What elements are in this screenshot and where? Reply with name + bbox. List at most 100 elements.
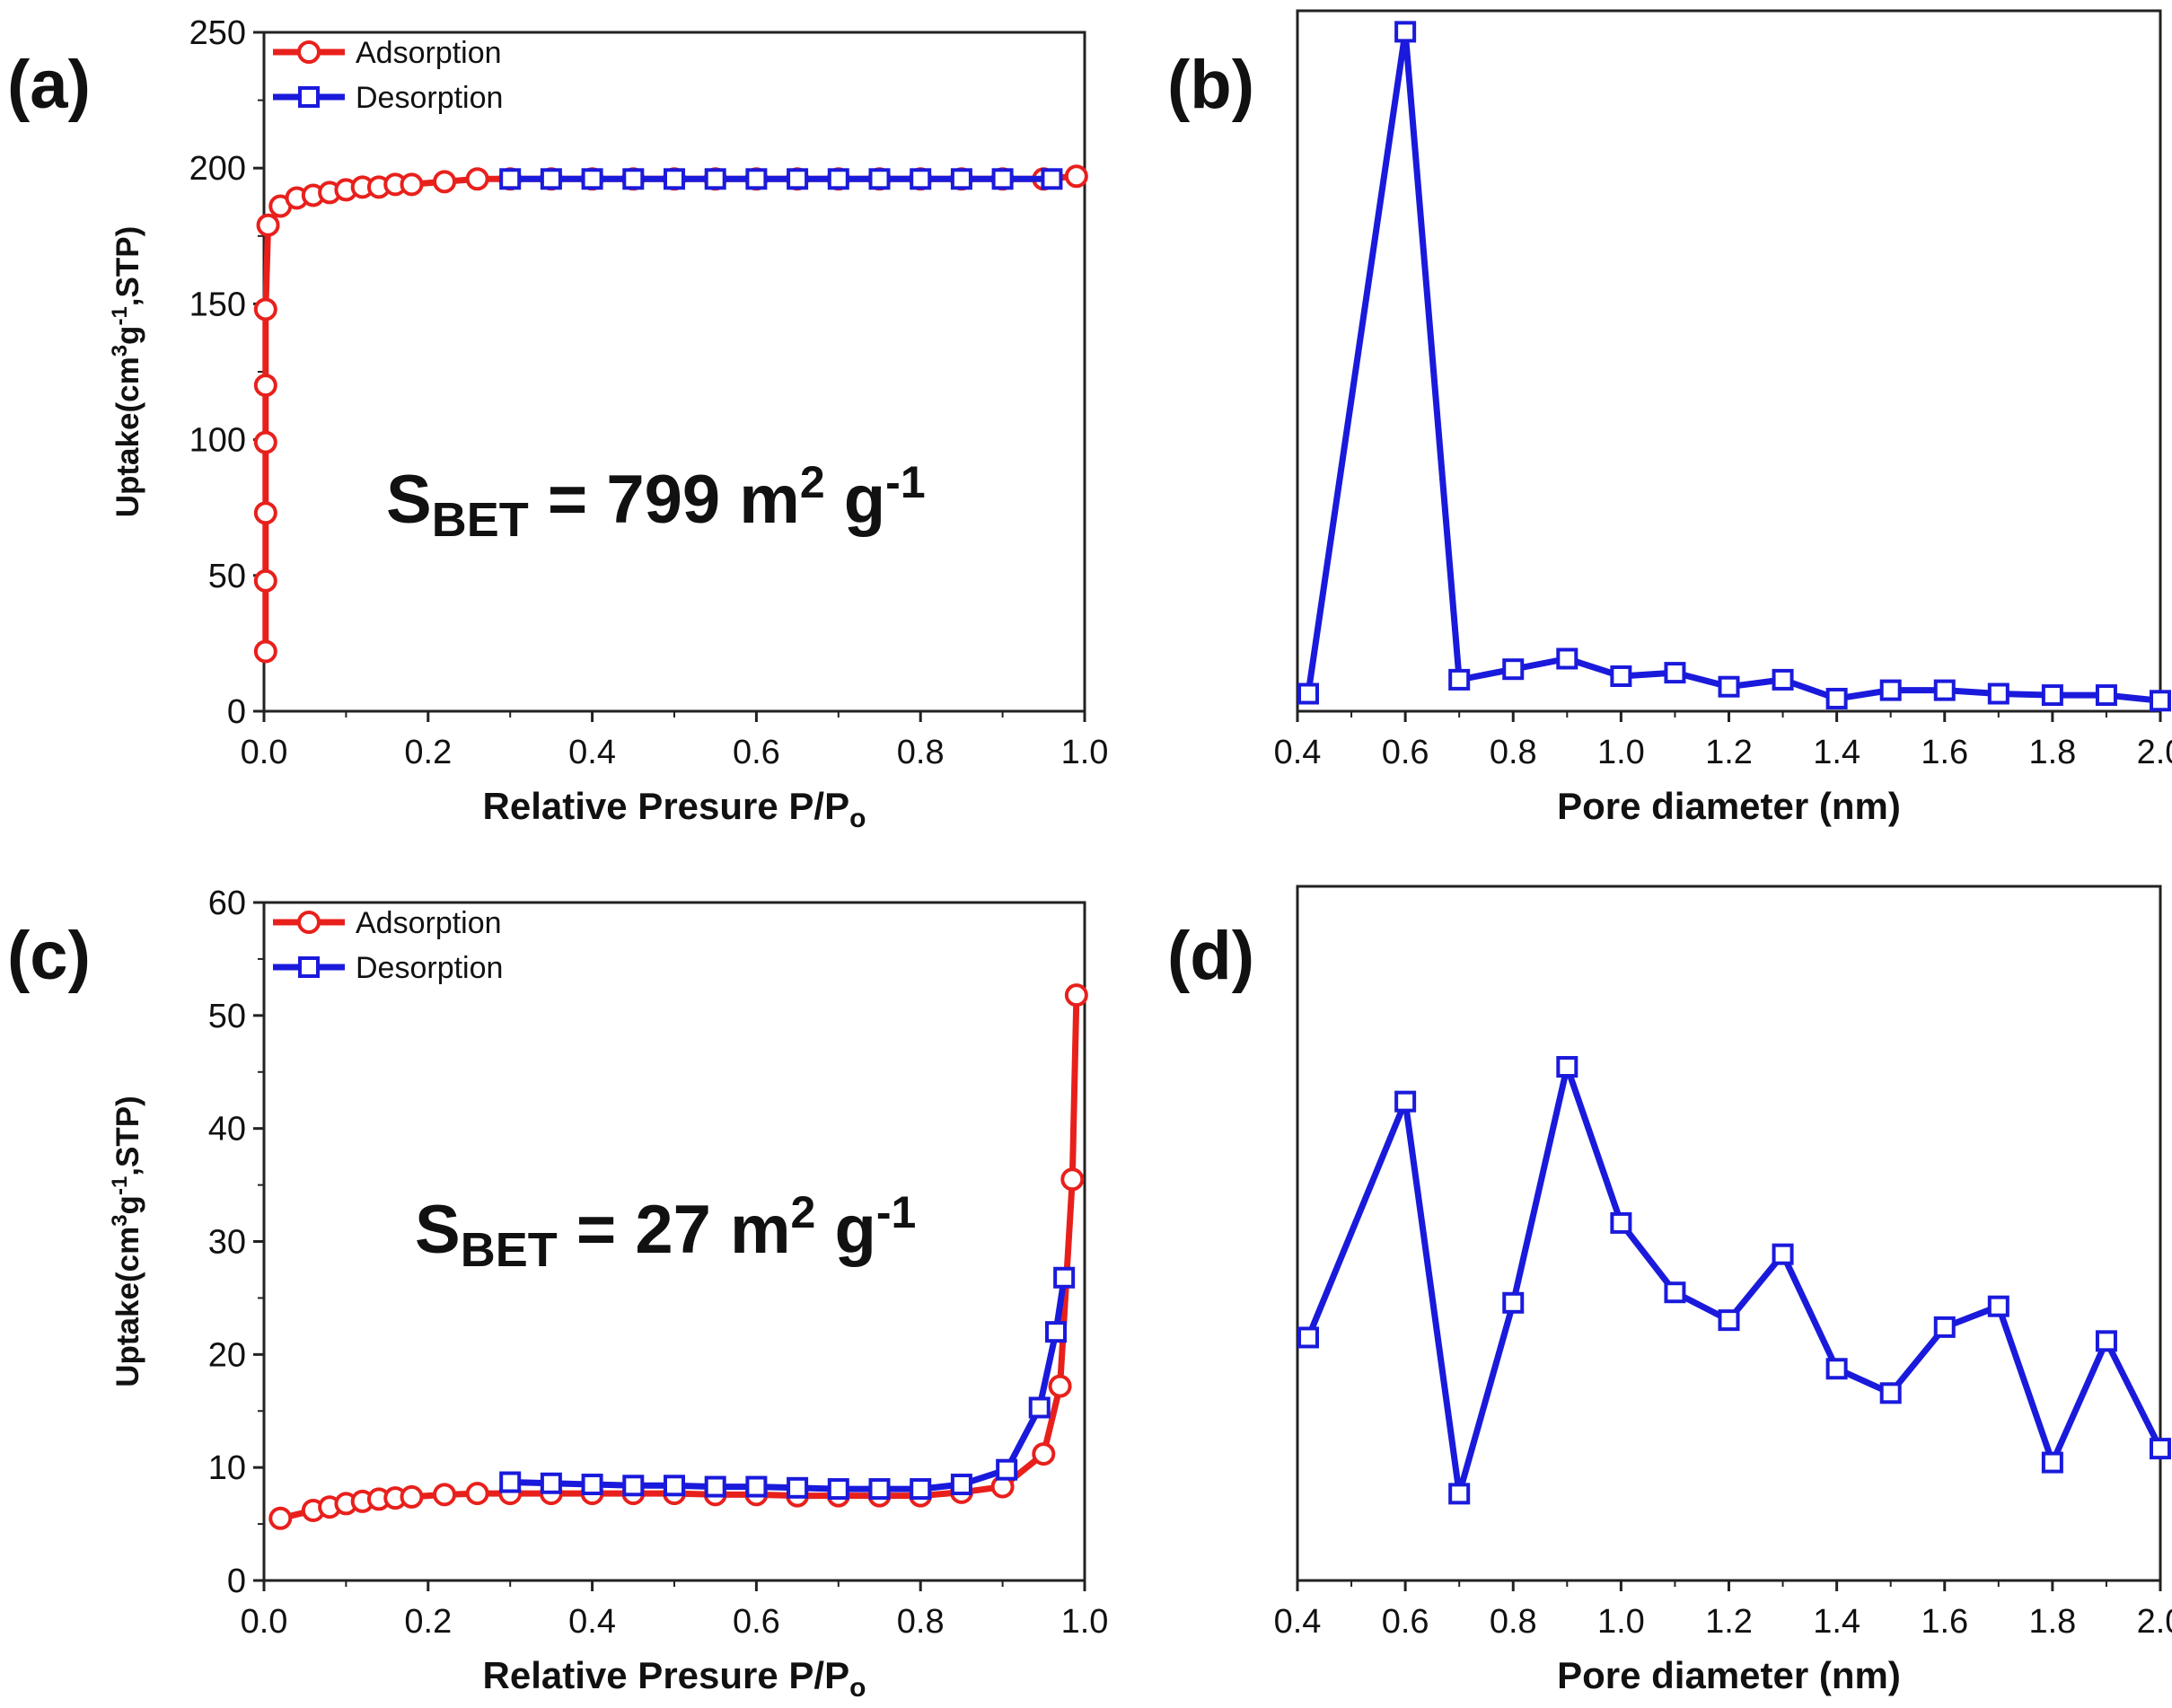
text-part: S <box>386 462 432 538</box>
x-tick-label: 0.8 <box>1490 1603 1537 1641</box>
axes-frame <box>1296 9 2162 713</box>
data-point-desorption <box>745 168 768 190</box>
data-point-desorption <box>827 1478 849 1501</box>
data-point-desorption <box>745 1475 768 1498</box>
x-axis-label: Relative Presure P/Po <box>483 785 866 833</box>
data-point-adsorption <box>1048 1374 1072 1398</box>
data-point-adsorption <box>433 170 457 194</box>
data-point-psd <box>1556 647 1578 670</box>
text-part: = 799 m <box>529 462 800 538</box>
y-tick-label: 50 <box>208 558 246 595</box>
data-point-desorption <box>787 168 809 190</box>
text-part: 2 <box>800 457 825 507</box>
x-axis-label-text: Pore diameter (nm) <box>1557 785 1901 827</box>
x-tick-label: 0.4 <box>1274 1603 1322 1641</box>
y-tick-label: 50 <box>208 998 246 1035</box>
legend-marker <box>298 86 320 108</box>
data-point-psd <box>1664 662 1686 684</box>
data-point-psd <box>2095 1330 2117 1352</box>
legend-marker <box>298 956 320 978</box>
text-part: ,STP) <box>110 226 145 306</box>
legend-label: Desorption <box>356 951 503 985</box>
y-tick-label: 250 <box>189 14 246 52</box>
legend-entry-desorption: Desorption <box>273 81 503 115</box>
x-axis-label-text: Pore diameter (nm) <box>1557 1654 1901 1696</box>
sbet-annotation: SBET = 27 m2 g-1 <box>415 1187 916 1277</box>
data-point-psd <box>1448 668 1471 691</box>
data-point-adsorption <box>1032 1442 1056 1466</box>
data-point-adsorption <box>465 1482 489 1506</box>
data-point-desorption <box>1041 168 1063 190</box>
data-point-adsorption <box>253 568 277 593</box>
text-part: 3 <box>108 1214 132 1226</box>
data-point-psd <box>1825 687 1848 709</box>
text-part: -1 <box>885 457 925 507</box>
panel-label: (c) <box>7 918 91 994</box>
data-point-adsorption <box>1060 1167 1085 1192</box>
data-point-psd <box>1394 1090 1417 1113</box>
data-point-adsorption <box>433 1483 457 1507</box>
text-part: -1 <box>108 306 132 325</box>
series-line-adsorption <box>262 172 1077 652</box>
x-tick-label: 2.0 <box>2137 734 2172 771</box>
data-point-psd <box>1502 1291 1525 1314</box>
axes-frame <box>1296 885 2162 1582</box>
text-part: = 27 m <box>558 1192 791 1268</box>
panel-label: (d) <box>1167 918 1254 994</box>
data-point-psd <box>1610 665 1632 687</box>
x-tick-label: 0.6 <box>1382 734 1429 771</box>
x-tick-label: 1.0 <box>1061 734 1109 771</box>
data-point-psd <box>1297 682 1320 705</box>
text-part: -1 <box>108 1176 132 1195</box>
data-point-psd <box>2150 690 2171 712</box>
data-point-psd <box>1556 1055 1578 1078</box>
x-tick-label: 0.0 <box>241 734 288 771</box>
data-point-psd <box>1297 1326 1320 1349</box>
data-point-adsorption <box>256 213 280 237</box>
data-point-desorption <box>664 168 685 190</box>
data-point-psd <box>1879 1382 1902 1404</box>
x-tick-label: 1.6 <box>1921 734 1968 771</box>
x-tick-label: 1.0 <box>1061 1603 1109 1641</box>
legend-entry-adsorption: Adsorption <box>273 36 502 70</box>
y-axis-label: Uptake(cm3g-1,STP) <box>108 1096 146 1387</box>
data-point-psd <box>2150 1438 2171 1460</box>
x-tick-label: 1.4 <box>1813 734 1860 771</box>
x-tick-label: 0.0 <box>241 1603 288 1641</box>
data-point-psd <box>1879 679 1902 701</box>
x-tick-label: 0.8 <box>897 734 945 771</box>
x-axis-label-subscript: o <box>849 804 866 833</box>
data-point-desorption <box>664 1475 685 1497</box>
legend-entry-adsorption: Adsorption <box>273 906 502 940</box>
y-tick-label: 60 <box>208 885 246 922</box>
data-point-desorption <box>540 168 562 190</box>
text-part: g <box>110 1195 145 1214</box>
data-point-psd <box>1502 658 1525 681</box>
x-axis-label-text: Relative Presure P/P <box>483 785 850 827</box>
text-part: ,STP) <box>110 1096 145 1175</box>
x-tick-label: 0.4 <box>568 734 616 771</box>
legend-label: Adsorption <box>356 36 502 70</box>
text-part: S <box>415 1192 461 1268</box>
data-point-adsorption <box>400 172 424 197</box>
x-tick-label: 0.2 <box>404 734 452 771</box>
panel-label: (b) <box>1167 47 1254 123</box>
data-point-psd <box>1610 1211 1632 1234</box>
text-part: g <box>110 326 145 345</box>
data-point-adsorption <box>253 374 277 398</box>
data-point-adsorption <box>253 639 277 664</box>
x-axis-label: Pore diameter (nm) <box>1557 785 1901 827</box>
panel-b: (b) 0.4 0.6 0.8 1.0 1.2 1.4 1.6 1.8 2.0 Pore diame… <box>1167 9 2172 827</box>
panel-c: (c) 0.0 0.2 0.4 0.6 0.8 1.0 0 10 20 30 40 50 60 Relati… <box>7 885 1108 1703</box>
text-part: BET <box>461 1223 558 1277</box>
data-point-desorption <box>868 168 891 190</box>
data-point-desorption <box>950 1474 972 1496</box>
data-point-adsorption <box>1064 164 1088 189</box>
data-point-desorption <box>499 1471 522 1493</box>
text-part: Uptake(cm <box>110 357 145 517</box>
data-point-psd <box>1987 1295 2009 1317</box>
data-point-desorption <box>827 168 849 190</box>
series-line-desorption <box>510 1277 1068 1492</box>
data-point-psd <box>1718 675 1740 698</box>
data-point-desorption <box>787 1476 809 1499</box>
